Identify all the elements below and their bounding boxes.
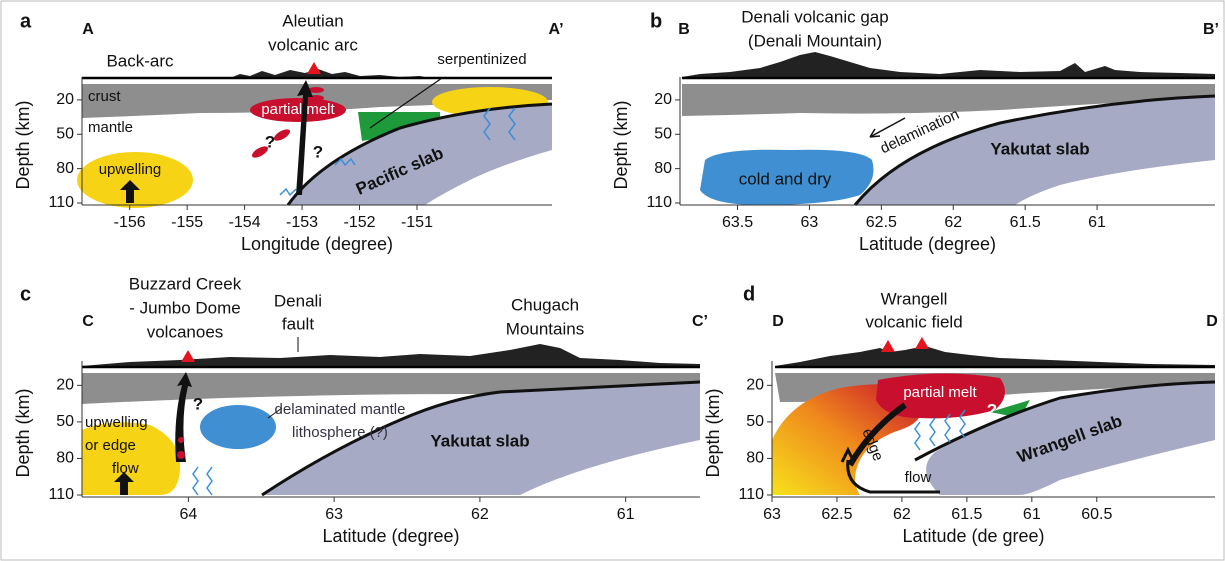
section-start: D: [772, 313, 784, 330]
x-axis-label: Latitude (degree): [859, 234, 996, 254]
label: cold and dry: [739, 169, 832, 188]
label: Yakutat slab: [430, 431, 529, 450]
label: mantle: [88, 119, 133, 136]
label: fault: [282, 314, 314, 333]
label: Mountains: [506, 319, 584, 338]
label: ?: [193, 394, 203, 413]
label: lithosphere (?): [292, 424, 388, 441]
y-tick-label: 110: [646, 194, 672, 211]
x-tick-label: -156: [114, 214, 146, 231]
label: partial melt: [261, 101, 335, 118]
label: crust: [88, 88, 121, 105]
y-tick-label: 20: [56, 377, 74, 394]
x-tick-label: 60.5: [1081, 506, 1112, 523]
section-end: C’: [692, 313, 708, 330]
label: upwelling: [99, 161, 162, 178]
label: Chugach: [511, 295, 579, 314]
label: ?: [313, 142, 323, 161]
x-tick-label: 61.5: [1010, 214, 1041, 231]
panel-letter: d: [743, 283, 755, 305]
label: Aleutian: [282, 11, 343, 30]
y-tick-label: 80: [56, 450, 74, 467]
x-tick-label: 62: [471, 506, 489, 523]
y-tick-label: 80: [56, 160, 74, 177]
y-tick-label: 20: [746, 377, 764, 394]
section-end: D: [1206, 313, 1218, 330]
x-tick-label: -151: [401, 214, 433, 231]
label: volcanic arc: [268, 35, 358, 54]
label: Denali: [274, 291, 322, 310]
panel-letter: c: [20, 283, 31, 305]
x-axis-label: Latitude (degree): [322, 526, 459, 546]
x-tick-label: 63: [801, 214, 819, 231]
x-tick-label: -155: [171, 214, 203, 231]
label: flow: [112, 460, 139, 477]
y-axis-label: Depth (km): [13, 100, 33, 189]
x-tick-label: -154: [229, 214, 261, 231]
section-start: C: [82, 313, 94, 330]
y-tick-label: 50: [56, 125, 74, 142]
x-axis-label: Latitude (de gree): [902, 526, 1044, 546]
label: serpentinized: [437, 51, 526, 68]
x-tick-label: 62: [944, 214, 962, 231]
label: volcanic field: [865, 312, 962, 331]
label: (Denali Mountain): [748, 31, 882, 50]
label: delaminated mantle: [275, 401, 406, 418]
y-tick-label: 110: [48, 486, 74, 503]
y-tick-label: 80: [654, 160, 672, 177]
y-tick-label: 50: [56, 413, 74, 430]
y-axis-label: Depth (km): [611, 100, 631, 189]
label: flow: [905, 469, 932, 486]
figure: a A A’ Back-arc Aleutian volcanic arc se…: [0, 0, 1225, 561]
x-axis-label: Longitude (degree): [241, 234, 393, 254]
x-tick-label: 61: [1023, 506, 1041, 523]
label: Yakutat slab: [990, 139, 1089, 158]
y-axis-label: Depth (km): [13, 388, 33, 477]
section-end: B’: [1203, 21, 1219, 38]
x-tick-label: 64: [180, 506, 198, 523]
y-tick-label: 50: [746, 413, 764, 430]
label: - Jumbo Dome: [129, 298, 240, 317]
x-tick-label: 63.5: [722, 214, 753, 231]
label: Denali volcanic gap: [741, 7, 888, 26]
y-tick-label: 110: [48, 194, 74, 211]
label: partial melt: [903, 384, 977, 401]
label: ?: [265, 132, 275, 151]
label: upwelling: [85, 414, 148, 431]
x-tick-label: 63: [325, 506, 343, 523]
y-tick-label: 20: [654, 91, 672, 108]
label: Buzzard Creek: [129, 274, 242, 293]
x-tick-label: 61: [1088, 214, 1106, 231]
panel-a-shapes: [77, 62, 552, 208]
x-tick-label: 62: [893, 506, 911, 523]
panel-letter: a: [20, 10, 32, 32]
y-axis-label: Depth (km): [703, 388, 723, 477]
x-tick-label: 61: [617, 506, 635, 523]
label: or edge: [85, 437, 136, 454]
section-start: B: [678, 21, 690, 38]
x-tick-label: 62.5: [821, 506, 852, 523]
label: Wrangell: [881, 289, 948, 308]
x-tick-label: 61.5: [951, 506, 982, 523]
x-tick-label: 62.5: [866, 214, 897, 231]
label: volcanoes: [147, 322, 224, 341]
y-tick-label: 80: [746, 450, 764, 467]
label: Back-arc: [106, 51, 174, 70]
y-tick-label: 20: [56, 91, 74, 108]
x-tick-label: 63: [763, 506, 781, 523]
x-tick-label: -152: [344, 214, 376, 231]
x-tick-label: -153: [286, 214, 318, 231]
y-tick-label: 50: [654, 125, 672, 142]
section-start: A: [82, 21, 94, 38]
panel-letter: b: [650, 10, 662, 32]
label: ?: [987, 400, 997, 419]
section-end: A’: [548, 21, 563, 38]
y-tick-label: 110: [738, 486, 764, 503]
